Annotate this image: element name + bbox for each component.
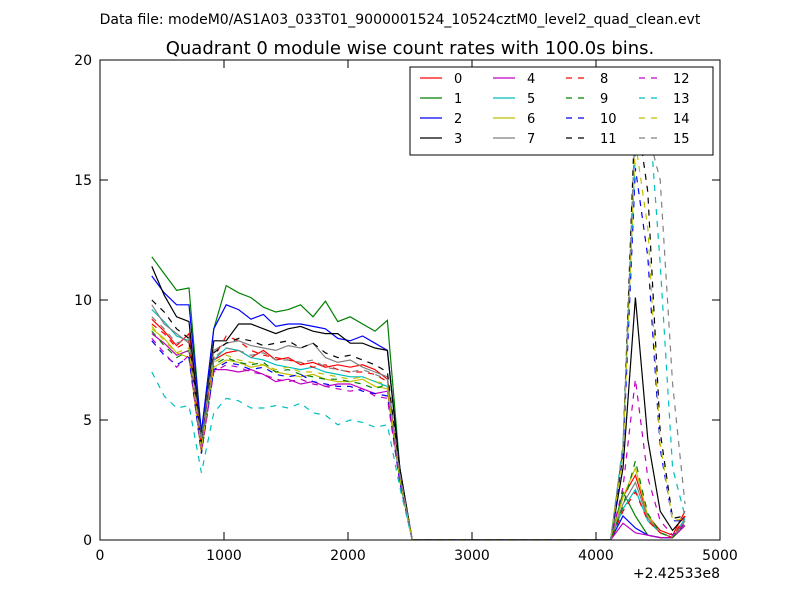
series-line-14 xyxy=(151,141,686,540)
series-line-2 xyxy=(151,275,686,540)
series-line-7 xyxy=(151,304,686,540)
legend-label-15: 15 xyxy=(673,132,690,147)
legend-label-10: 10 xyxy=(600,112,617,127)
x-tick-label: 2000 xyxy=(330,548,366,564)
x-tick-label: 3000 xyxy=(454,548,490,564)
legend-label-1: 1 xyxy=(454,92,462,107)
y-tick-label: 5 xyxy=(83,413,92,429)
chart-title: Quadrant 0 module wise count rates with … xyxy=(166,38,655,59)
legend-label-7: 7 xyxy=(527,132,535,147)
x-tick-label: 5000 xyxy=(702,548,738,564)
legend-label-5: 5 xyxy=(527,92,535,107)
series-line-3 xyxy=(151,266,686,540)
legend-label-6: 6 xyxy=(527,112,535,127)
x-tick-label: 1000 xyxy=(206,548,242,564)
figure-suptitle: Data file: modeM0/AS1A03_033T01_90000015… xyxy=(100,12,701,28)
legend-label-4: 4 xyxy=(527,72,535,87)
legend-label-2: 2 xyxy=(454,112,462,127)
legend-label-3: 3 xyxy=(454,132,462,147)
x-offset-label: +2.42533e8 xyxy=(633,566,720,582)
y-tick-label: 0 xyxy=(83,533,92,549)
series-line-15 xyxy=(151,116,686,540)
legend-label-0: 0 xyxy=(454,72,462,87)
series-line-1 xyxy=(151,256,686,540)
y-tick-label: 15 xyxy=(74,173,92,189)
series-line-13 xyxy=(151,93,686,540)
legend-frame xyxy=(409,66,714,156)
x-tick-label: 0 xyxy=(96,548,105,564)
legend-label-8: 8 xyxy=(600,72,608,87)
series-layer xyxy=(151,93,686,540)
y-tick-label: 20 xyxy=(74,53,92,69)
legend-label-12: 12 xyxy=(673,72,690,87)
y-tick-label: 10 xyxy=(74,293,92,309)
series-line-4 xyxy=(151,333,686,540)
legend-label-9: 9 xyxy=(600,92,608,107)
series-line-9 xyxy=(151,330,686,540)
legend-label-13: 13 xyxy=(673,92,690,107)
x-tick-label: 4000 xyxy=(578,548,614,564)
legend-label-11: 11 xyxy=(600,132,617,147)
legend-label-14: 14 xyxy=(673,112,690,127)
